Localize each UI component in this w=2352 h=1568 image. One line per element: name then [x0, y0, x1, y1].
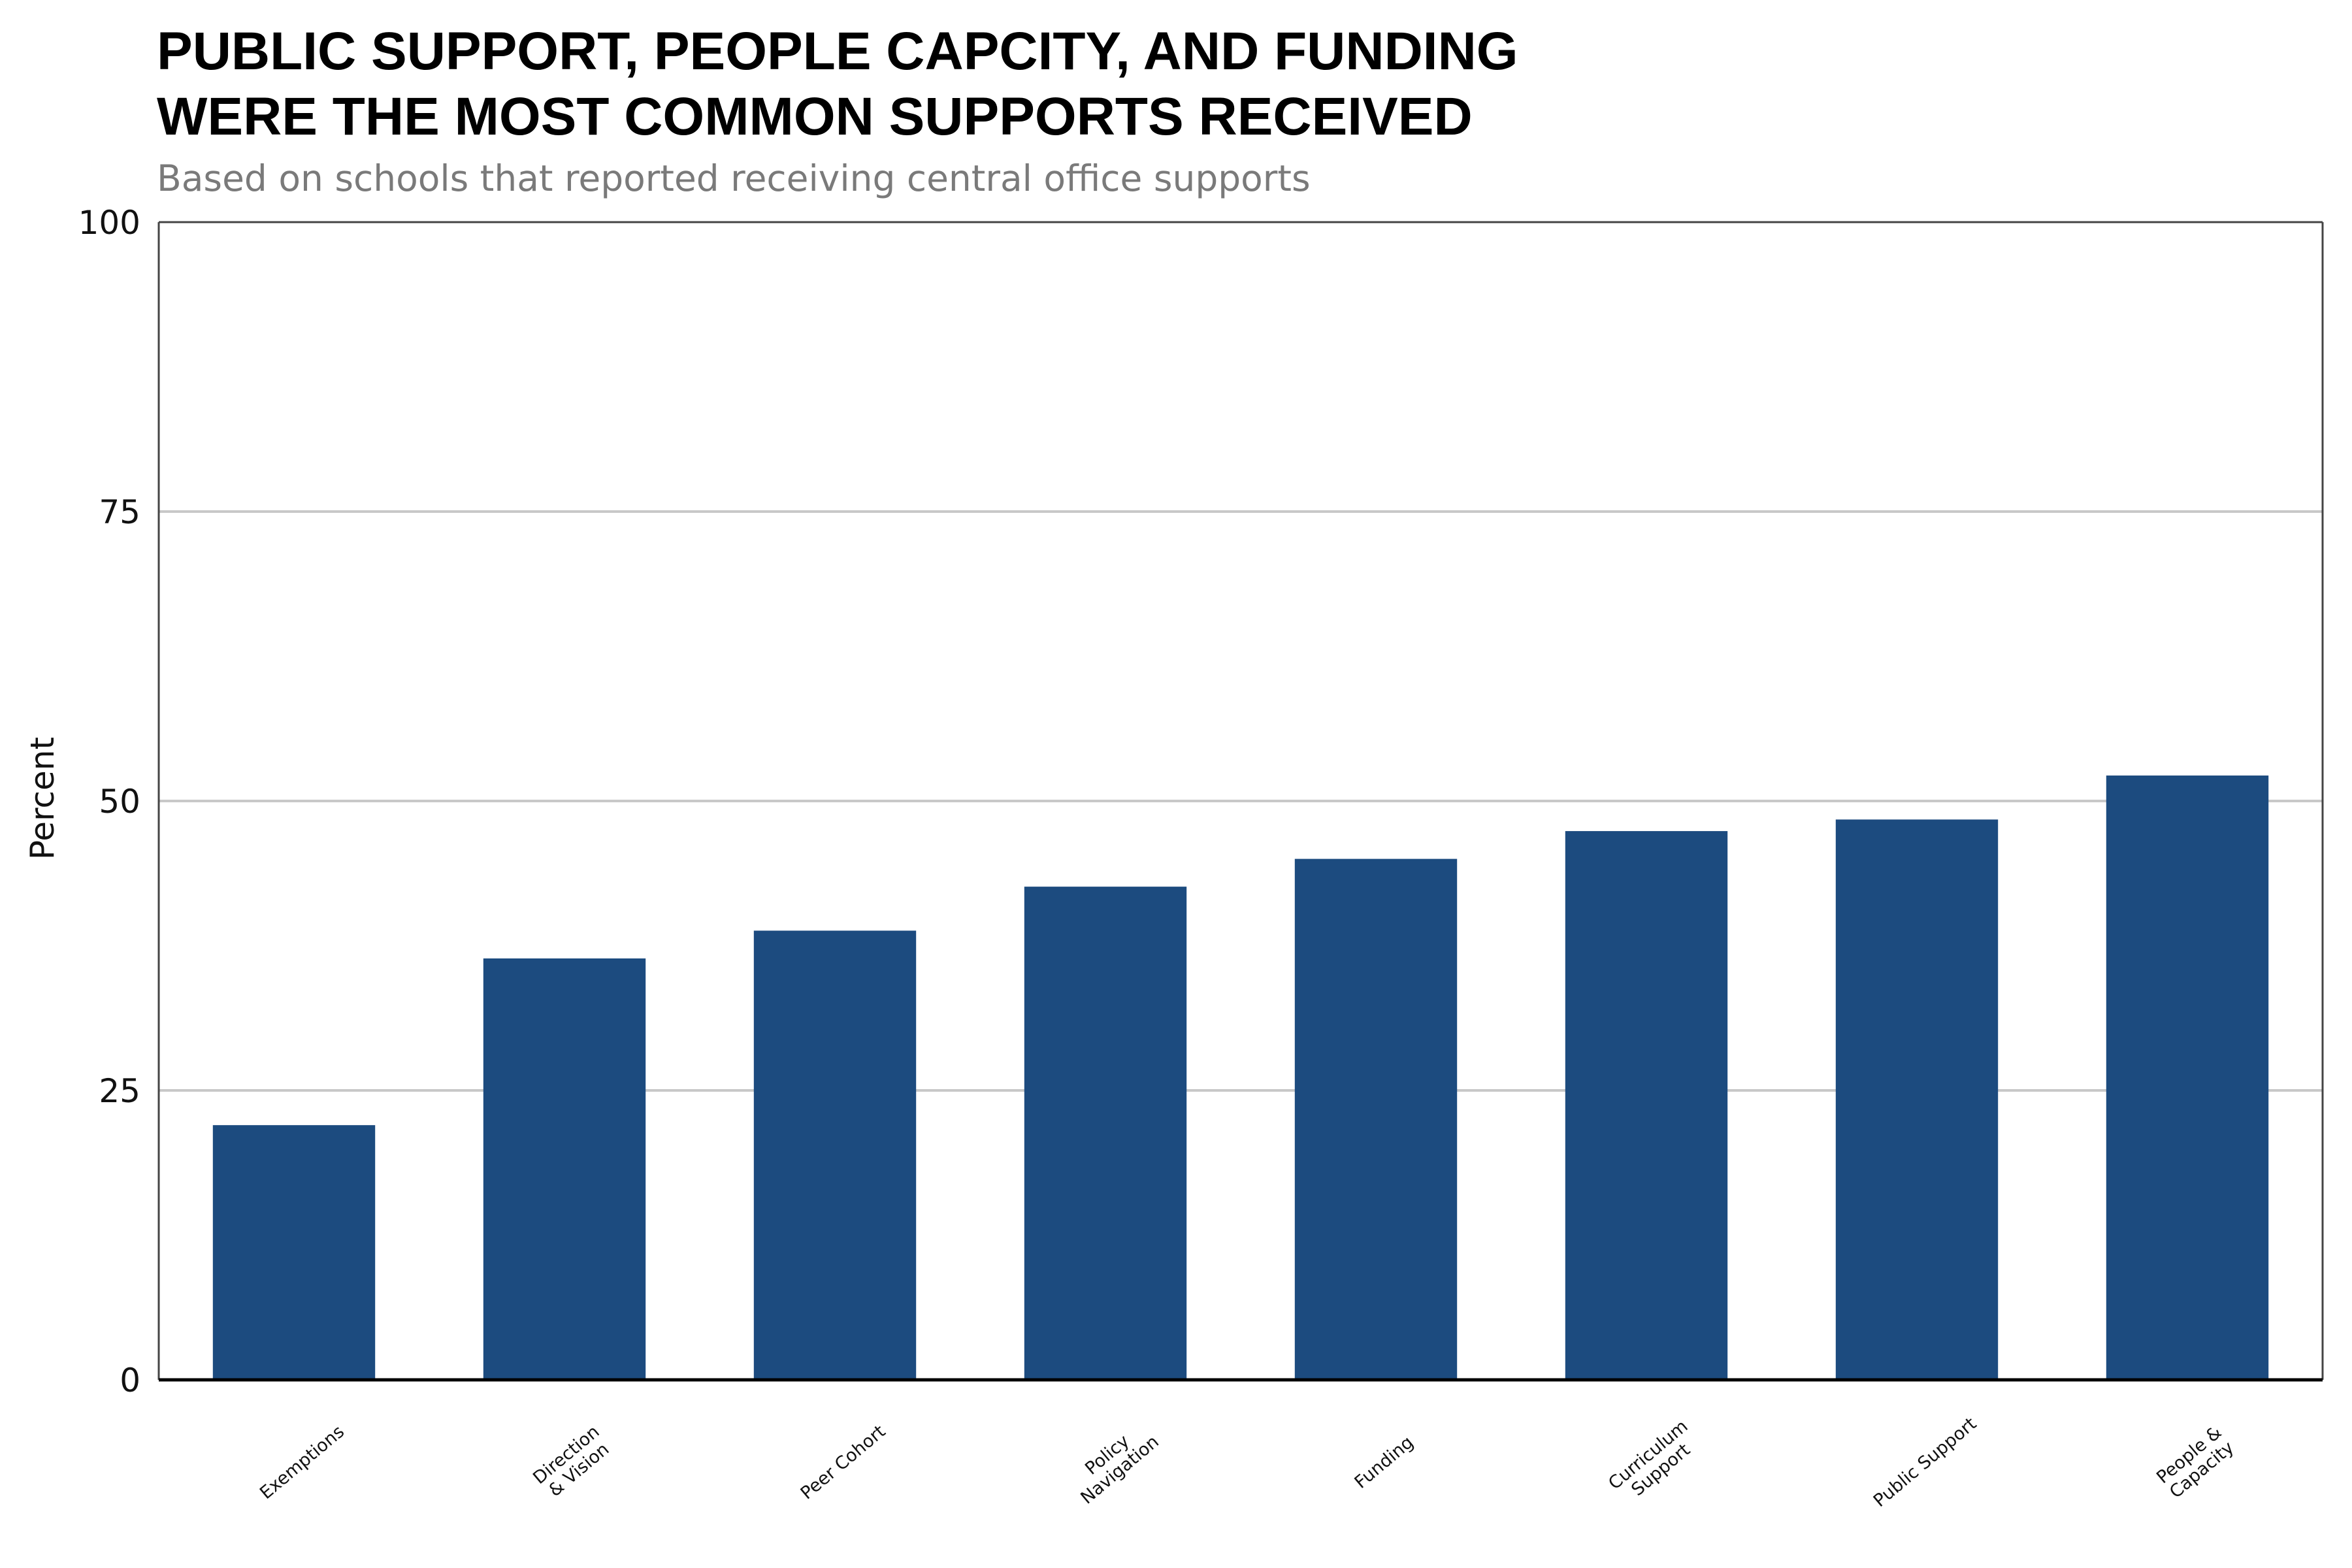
- y-axis-label: Percent: [24, 737, 61, 860]
- y-tick-label: 50: [99, 783, 140, 821]
- x-tick-label-group: Exemptions: [256, 1422, 348, 1503]
- y-tick-label: 0: [120, 1362, 140, 1399]
- x-tick-label-group: Funding: [1351, 1432, 1418, 1493]
- bar: [1565, 831, 1728, 1380]
- plot-frame: [157, 221, 2324, 1382]
- x-tick-label-group: People &Capacity: [2153, 1422, 2238, 1503]
- x-axis-ticks: Exemptions Direction& Vision Peer Cohort Po…: [256, 1414, 2238, 1511]
- chart-subtitle: Based on schools that reported receiving…: [157, 157, 1311, 199]
- x-tick-label: Peer Cohort: [797, 1422, 890, 1504]
- x-tick-label: Exemptions: [256, 1422, 348, 1503]
- bar: [1835, 819, 1999, 1380]
- bar: [2106, 776, 2269, 1380]
- bar: [753, 930, 917, 1380]
- x-tick-label-group: Public Support: [1870, 1414, 1980, 1511]
- x-tick-label-group: Peer Cohort: [797, 1422, 890, 1504]
- bar: [212, 1125, 376, 1380]
- chart-title-line-1: PUBLIC SUPPORT, PEOPLE CAPCITY, AND FUND…: [157, 22, 1518, 81]
- chart-title-line-2: WERE THE MOST COMMON SUPPORTS RECEIVED: [157, 87, 1473, 146]
- bar: [1294, 858, 1458, 1380]
- y-tick-label: 75: [99, 493, 140, 531]
- y-tick-label: 25: [99, 1072, 140, 1110]
- y-tick-label: 100: [78, 204, 140, 242]
- x-tick-label-group: Direction& Vision: [529, 1422, 613, 1501]
- bar: [483, 958, 646, 1380]
- x-tick-label: Funding: [1351, 1432, 1418, 1493]
- bars: [212, 776, 2269, 1380]
- y-axis-ticks: 0 25 50 75 100: [78, 204, 140, 1399]
- bar: [1024, 887, 1187, 1380]
- x-tick-label: Public Support: [1870, 1414, 1980, 1511]
